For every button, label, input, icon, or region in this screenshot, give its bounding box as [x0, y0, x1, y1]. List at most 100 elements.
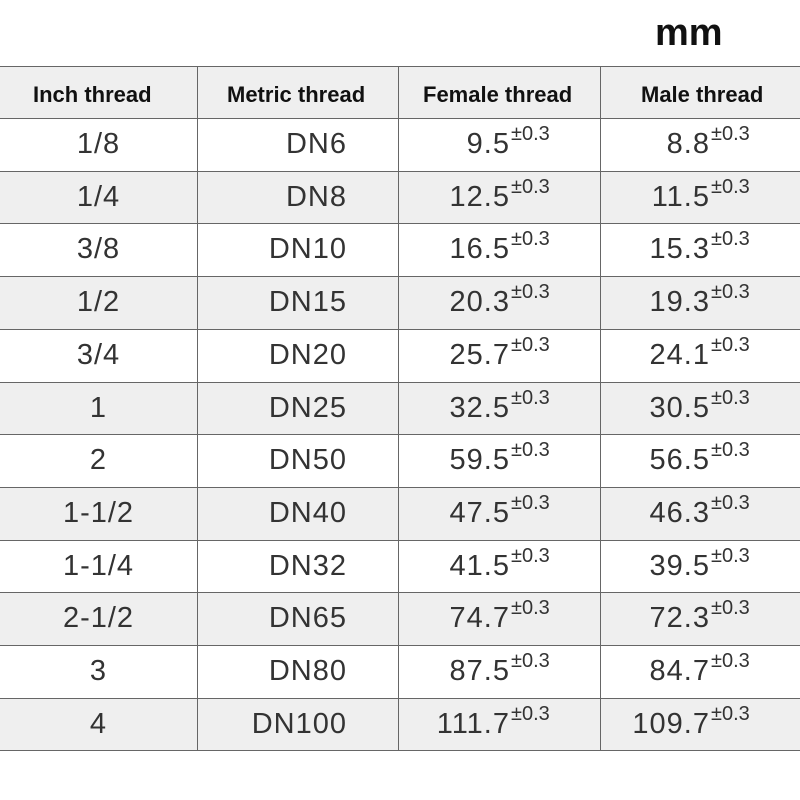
female-value: 111.7	[436, 707, 510, 740]
male-value: 109.7	[632, 707, 710, 740]
female-value: 87.5	[449, 655, 510, 687]
female-tolerance: ±0.3	[511, 281, 550, 304]
male-value: 11.5	[651, 180, 710, 213]
header-cell: Female thread	[423, 82, 573, 107]
header-cell: Male thread	[641, 82, 764, 107]
metric-cell: DN65	[268, 602, 347, 635]
female-value: 25.7	[449, 338, 510, 371]
inch-cell: 2	[89, 444, 108, 477]
metric-cell: DN32	[268, 549, 347, 582]
male-tolerance: ±0.3	[711, 597, 750, 620]
header-cell: Inch thread	[33, 82, 152, 107]
male-value: 15.3	[649, 233, 710, 266]
female-tolerance: ±0.3	[511, 228, 550, 251]
row-bg	[0, 697, 800, 751]
metric-cell: DN10	[268, 233, 347, 266]
metric-cell: DN25	[268, 391, 347, 424]
male-tolerance: ±0.3	[711, 702, 750, 725]
metric-cell: DN8	[285, 180, 347, 213]
row-line	[0, 486, 800, 488]
male-tolerance: ±0.3	[711, 281, 750, 304]
inch-cell: 1/8	[76, 128, 121, 160]
inch-cell: 1/4	[76, 180, 121, 213]
metric-cell: DN100	[251, 707, 347, 740]
male-tolerance: ±0.3	[711, 333, 750, 356]
female-tolerance: ±0.3	[511, 175, 550, 198]
row-bg	[0, 170, 800, 224]
row-line	[0, 276, 800, 278]
metric-cell: DN6	[285, 128, 347, 160]
male-tolerance: ±0.3	[711, 386, 750, 409]
header-cell: Metric thread	[227, 82, 366, 107]
metric-cell: DN80	[268, 655, 347, 687]
row-bg	[0, 486, 800, 540]
male-value: 19.3	[649, 286, 710, 319]
header-bg	[0, 66, 800, 118]
row-line	[0, 434, 800, 436]
male-value: 24.1	[649, 338, 710, 371]
col-line	[197, 66, 198, 751]
inch-cell: 1	[89, 391, 108, 424]
row-line	[0, 328, 800, 330]
row-line	[0, 223, 800, 225]
row-bg	[0, 276, 800, 329]
female-tolerance: ±0.3	[511, 702, 550, 725]
female-value: 12.5	[449, 180, 510, 213]
unit-label: mm	[655, 12, 723, 54]
female-value: 59.5	[449, 444, 510, 477]
male-tolerance: ±0.3	[711, 123, 750, 145]
col-line	[398, 66, 399, 751]
female-tolerance: ±0.3	[511, 333, 550, 356]
female-value: 41.5	[449, 549, 510, 582]
female-tolerance: ±0.3	[511, 544, 550, 567]
row-line	[0, 118, 800, 119]
male-value: 72.3	[649, 602, 710, 635]
inch-cell: 3/4	[76, 338, 121, 371]
metric-cell: DN15	[268, 286, 347, 319]
inch-cell: 1-1/4	[62, 549, 135, 582]
male-tolerance: ±0.3	[711, 439, 750, 462]
male-tolerance: ±0.3	[711, 544, 750, 567]
inch-cell: 1-1/2	[62, 496, 135, 529]
female-tolerance: ±0.3	[511, 439, 550, 462]
row-line	[0, 66, 800, 67]
male-value: 8.8	[666, 128, 710, 160]
male-value: 84.7	[649, 655, 710, 687]
female-tolerance: ±0.3	[511, 386, 550, 409]
row-line	[0, 592, 800, 594]
inch-cell: 2-1/2	[62, 602, 135, 635]
row-line	[0, 539, 800, 541]
inch-cell: 1/2	[76, 286, 121, 319]
male-value: 46.3	[649, 496, 710, 529]
male-tolerance: ±0.3	[711, 175, 750, 198]
male-tolerance: ±0.3	[711, 228, 750, 251]
female-tolerance: ±0.3	[511, 597, 550, 620]
female-value: 32.5	[449, 391, 510, 424]
female-value: 74.7	[449, 602, 510, 635]
metric-cell: DN20	[268, 338, 347, 371]
female-tolerance: ±0.3	[511, 650, 550, 672]
female-value: 9.5	[466, 128, 510, 160]
female-tolerance: ±0.3	[511, 123, 550, 145]
male-value: 56.5	[649, 444, 710, 477]
inch-cell: 3/8	[76, 233, 121, 266]
row-line	[0, 750, 800, 752]
inch-cell: 4	[89, 707, 108, 740]
female-tolerance: ±0.3	[511, 491, 550, 514]
female-value: 16.5	[449, 233, 510, 266]
female-value: 47.5	[449, 496, 510, 529]
metric-cell: DN50	[268, 444, 347, 477]
male-value: 39.5	[649, 549, 710, 582]
row-line	[0, 645, 800, 646]
male-tolerance: ±0.3	[711, 650, 750, 672]
male-value: 30.5	[649, 391, 710, 424]
inch-cell: 3	[89, 655, 108, 687]
female-value: 20.3	[449, 286, 510, 319]
row-bg	[0, 592, 800, 645]
row-bg	[0, 381, 800, 435]
male-tolerance: ±0.3	[711, 491, 750, 514]
row-line	[0, 170, 800, 172]
row-line	[0, 697, 800, 699]
row-line	[0, 381, 800, 383]
